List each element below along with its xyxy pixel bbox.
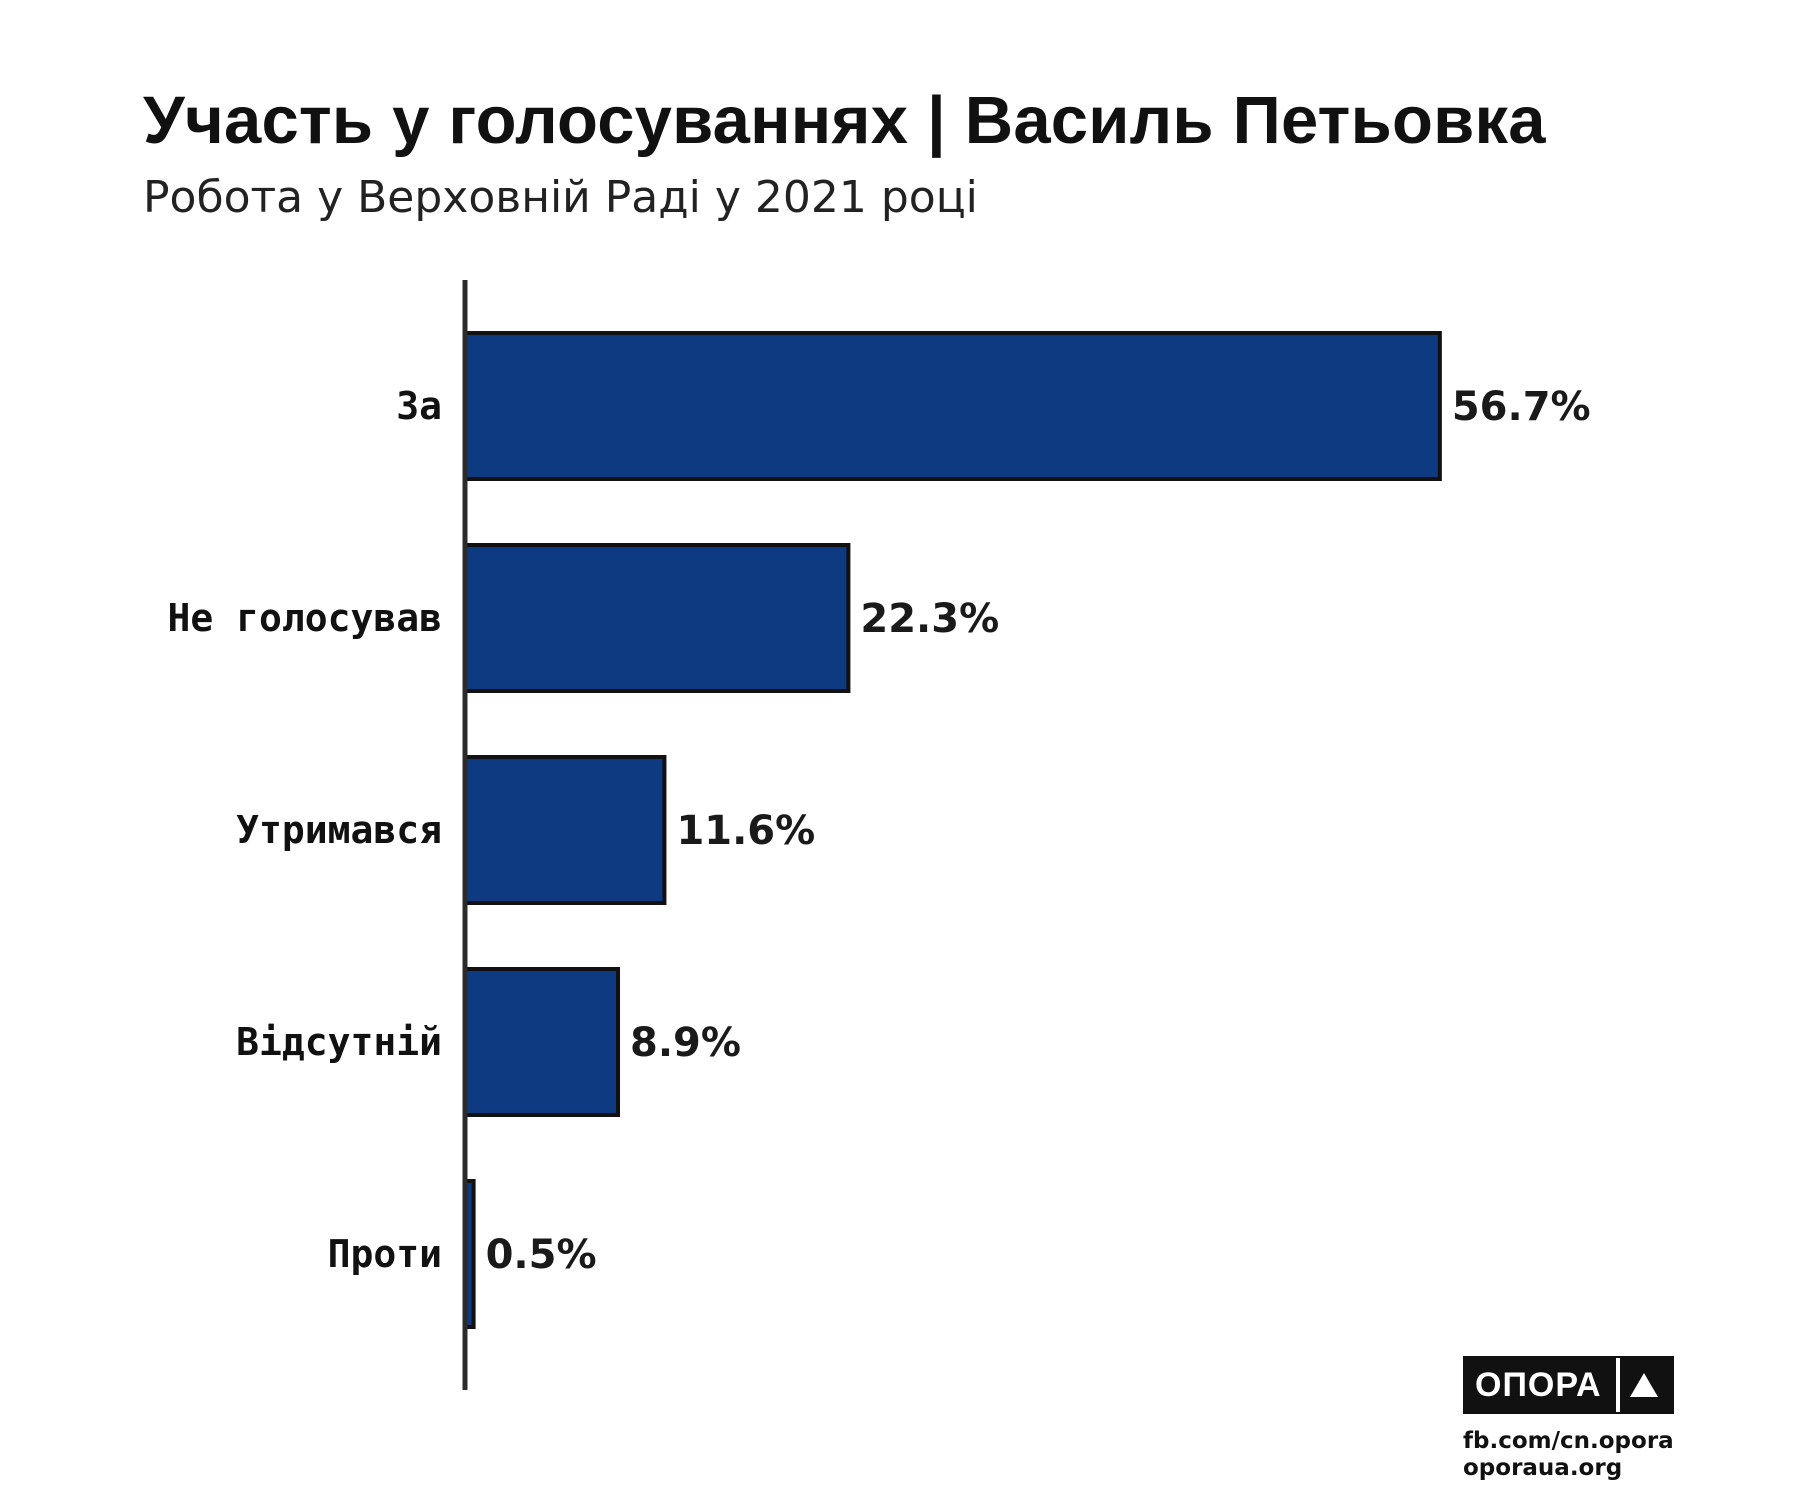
value-label: 22.3% [860, 596, 999, 642]
opora-logo: ОПОРА fb.com/cn.opora oporaua.org [1463, 1356, 1674, 1482]
facebook-link[interactable]: fb.com/cn.opora [1463, 1428, 1674, 1454]
category-label: Утримався [236, 808, 442, 852]
logo-wordmark: ОПОРА [1475, 1366, 1602, 1404]
value-label: 56.7% [1452, 384, 1591, 430]
value-label: 11.6% [676, 808, 815, 854]
logo-badge: ОПОРА [1463, 1356, 1674, 1414]
value-label: 8.9% [630, 1020, 741, 1066]
bar [463, 331, 1442, 481]
category-label: Відсутній [236, 1020, 442, 1064]
website-link[interactable]: oporaua.org [1463, 1455, 1623, 1481]
category-label: За [396, 384, 442, 428]
logo-links: fb.com/cn.opora oporaua.org [1463, 1428, 1674, 1482]
bar [463, 967, 621, 1117]
category-label: Не голосував [167, 596, 442, 640]
value-label: 0.5% [486, 1232, 597, 1278]
chart-title: Участь у голосуваннях | Василь Петьовка [143, 83, 1546, 158]
bar [463, 755, 667, 905]
chart-subtitle: Робота у Верховній Раді у 2021 році [143, 172, 978, 223]
bar [463, 543, 851, 693]
category-label: Проти [328, 1232, 442, 1276]
bars-group: За 56.7% Не голосував 22.3% Утримався 11.6% Ві… [167, 331, 1591, 1329]
triangle-icon [1615, 1358, 1668, 1412]
